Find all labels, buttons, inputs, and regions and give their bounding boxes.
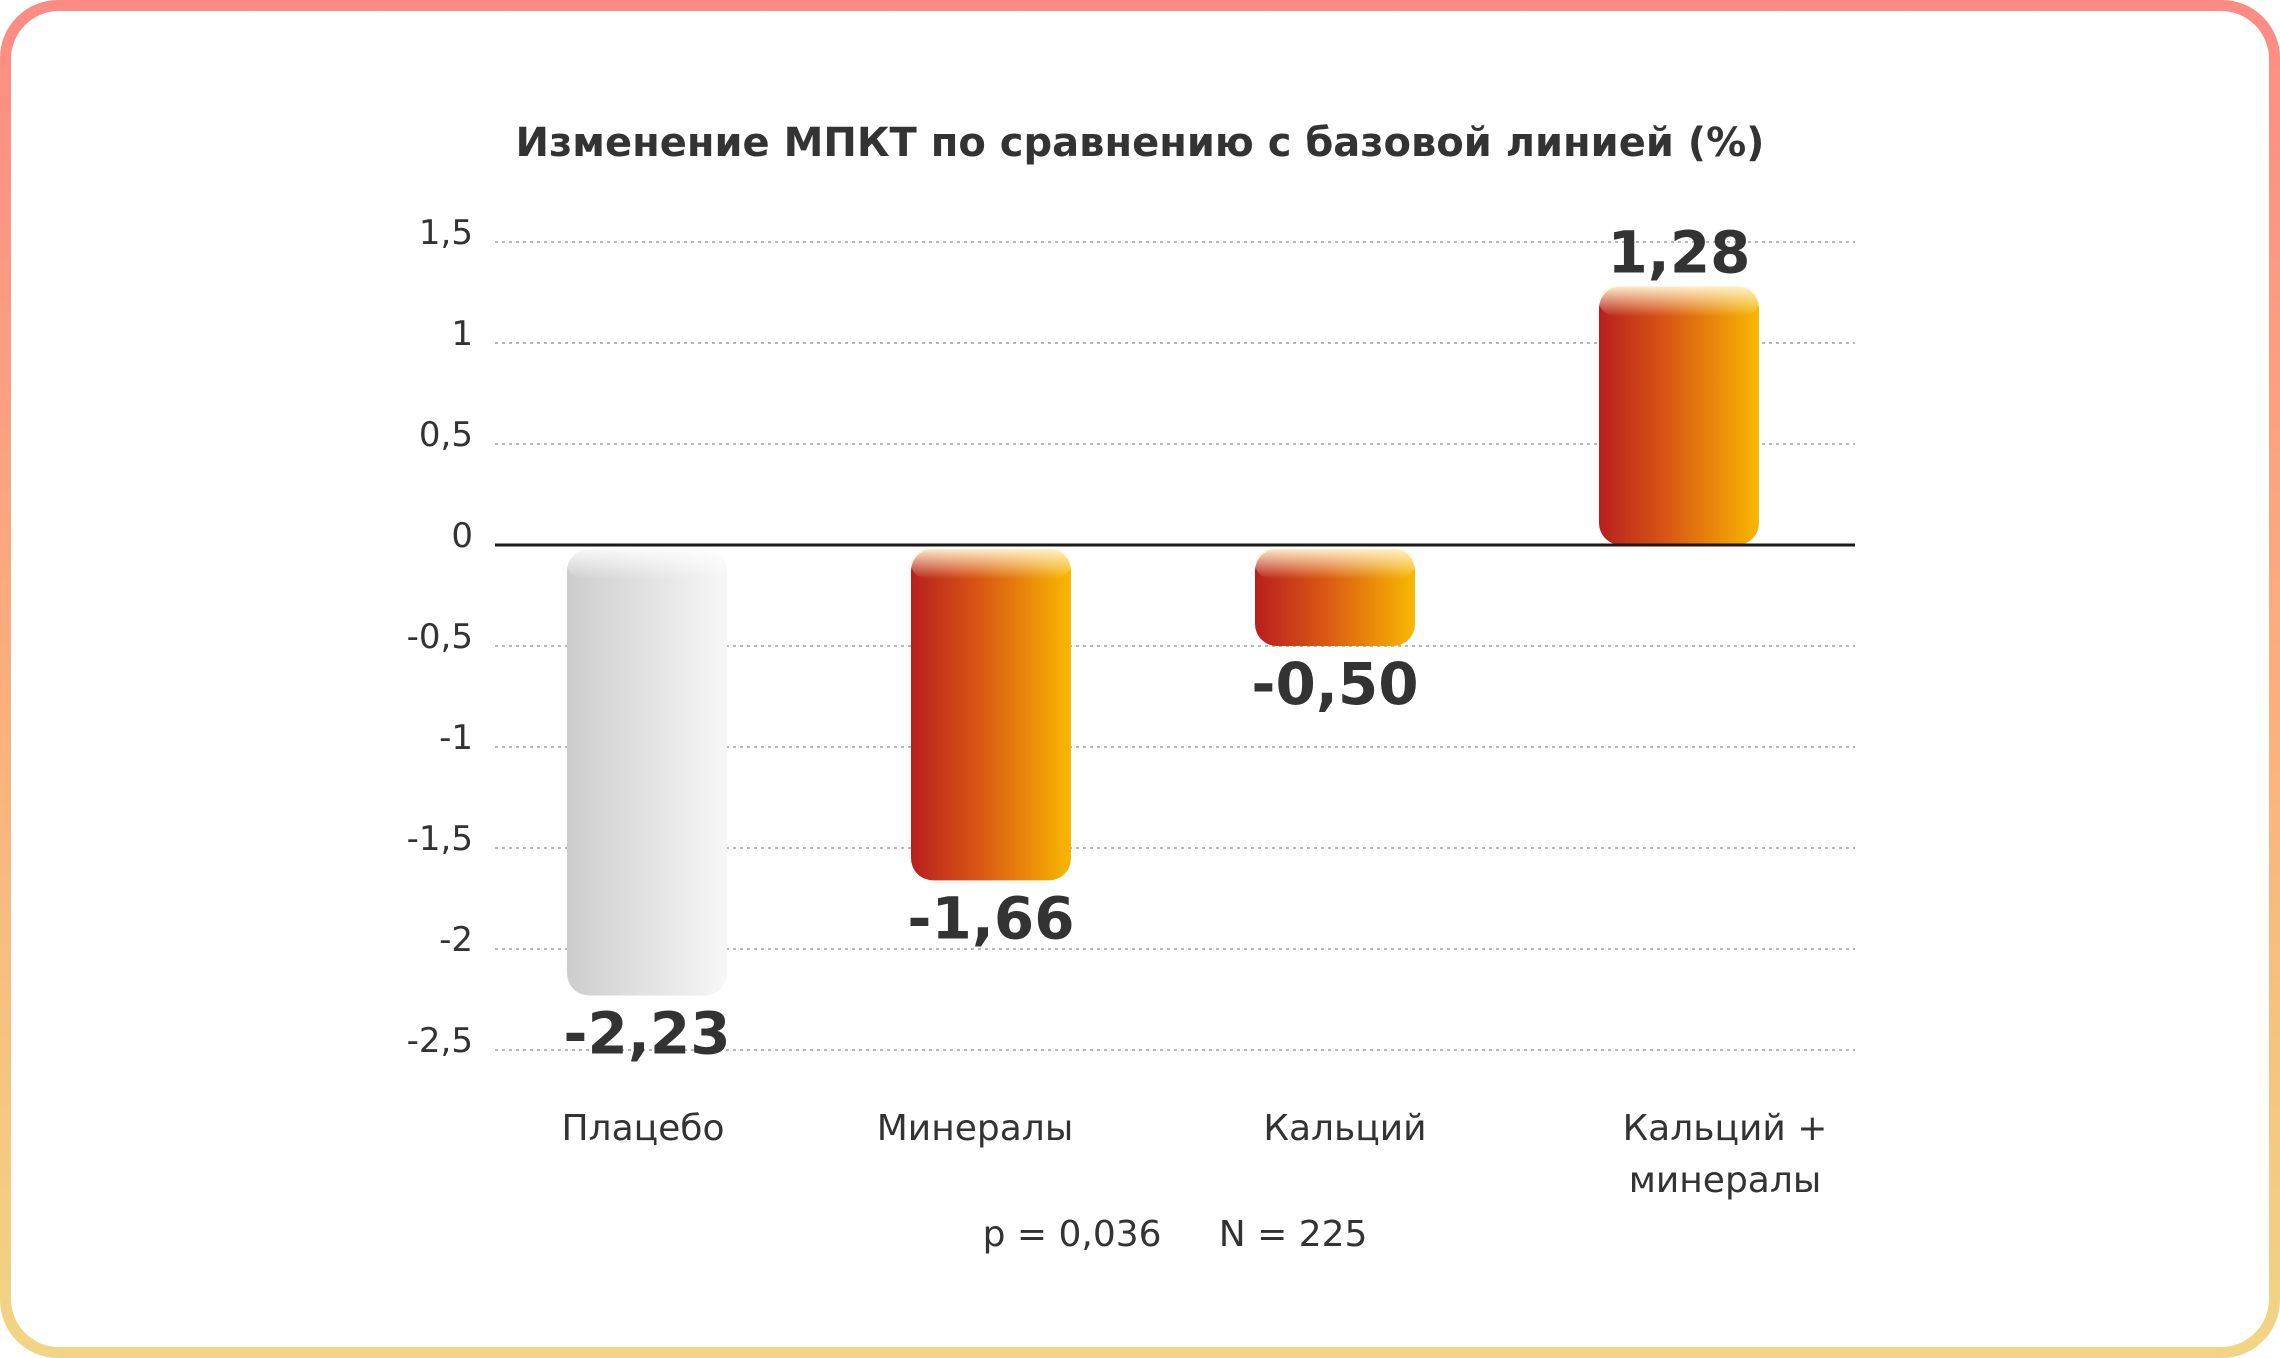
bar	[567, 549, 727, 996]
category-label: Минералы	[877, 1108, 1074, 1149]
bar	[1599, 286, 1759, 545]
y-tick-label: 0,5	[419, 415, 473, 455]
bar-highlight	[911, 549, 1071, 579]
value-labels: -2,23 -1,66 -0,50 1,28	[563, 218, 1750, 1067]
y-tick-label: 1	[451, 314, 473, 354]
y-tick-label: -0,5	[407, 617, 473, 657]
category-labels: Плацебо Минералы Кальций Кальций + минералы	[561, 1108, 1827, 1201]
chart-title: Изменение МПКТ по сравнению с базовой ли…	[516, 120, 1765, 166]
chart-card-inner	[11, 11, 2269, 1347]
category-label: Кальций	[1263, 1108, 1426, 1149]
y-axis-ticks: 1,5 1 0,5 0 -0,5 -1 -1,5 -2 -2,5	[407, 213, 473, 1061]
category-label: Кальций +	[1623, 1108, 1828, 1149]
bar	[911, 549, 1071, 881]
bars	[567, 286, 1759, 996]
value-label: -2,23	[563, 999, 730, 1067]
category-label: минералы	[1629, 1160, 1822, 1201]
footnote: p = 0,036 N = 225	[983, 1214, 1368, 1255]
value-label: 1,28	[1607, 218, 1750, 286]
bar-highlight	[1599, 286, 1759, 317]
y-tick-label: -1	[439, 718, 473, 758]
y-tick-label: -1,5	[407, 819, 473, 859]
bar-highlight	[567, 549, 727, 579]
value-label: -1,66	[907, 884, 1074, 952]
y-tick-label: -2,5	[407, 1021, 473, 1061]
y-tick-label: 0	[451, 516, 473, 556]
y-tick-label: 1,5	[419, 213, 473, 253]
y-tick-label: -2	[439, 920, 473, 960]
value-label: -0,50	[1251, 650, 1418, 718]
bar-highlight	[1255, 549, 1415, 579]
category-label: Плацебо	[561, 1108, 724, 1149]
